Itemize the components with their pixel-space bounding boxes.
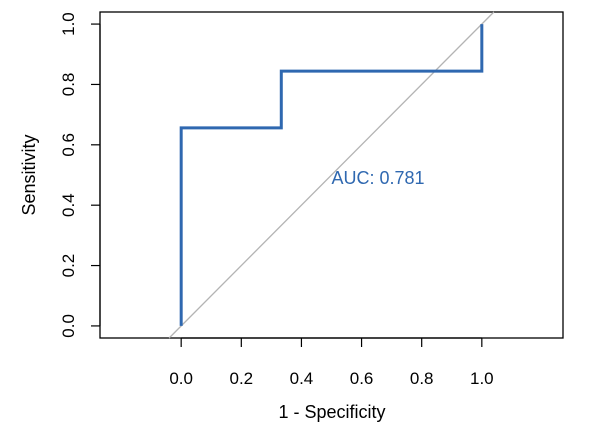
y-axis: 0.0 0.2 0.4 0.6 0.8 1.0 xyxy=(59,12,101,338)
y-tick-label: 0.8 xyxy=(59,73,78,97)
roc-curve xyxy=(179,24,484,326)
y-tick-label: 0.2 xyxy=(59,254,78,278)
y-tick-label: 1.0 xyxy=(59,12,78,36)
x-tick-label: 0.0 xyxy=(169,369,193,388)
y-tick-label: 0.6 xyxy=(59,133,78,157)
x-tick-label: 0.6 xyxy=(350,369,374,388)
annotation-layer: AUC: 0.781 xyxy=(332,168,425,188)
x-tick-label: 0.8 xyxy=(410,369,434,388)
reference-diagonal xyxy=(168,11,495,339)
x-tick-label: 0.4 xyxy=(290,369,314,388)
y-tick-label: 0.4 xyxy=(59,193,78,217)
y-tick-label: 0.0 xyxy=(59,314,78,338)
x-axis: 0.0 0.2 0.4 0.6 0.8 1.0 xyxy=(169,337,494,388)
reference-layer xyxy=(168,11,495,339)
series-layer xyxy=(179,24,484,326)
auc-label: AUC: 0.781 xyxy=(332,168,425,188)
x-tick-label: 0.2 xyxy=(229,369,253,388)
x-tick-label: 1.0 xyxy=(470,369,494,388)
x-axis-title: 1 - Specificity xyxy=(278,402,385,422)
y-axis-title: Sensitivity xyxy=(19,134,39,215)
